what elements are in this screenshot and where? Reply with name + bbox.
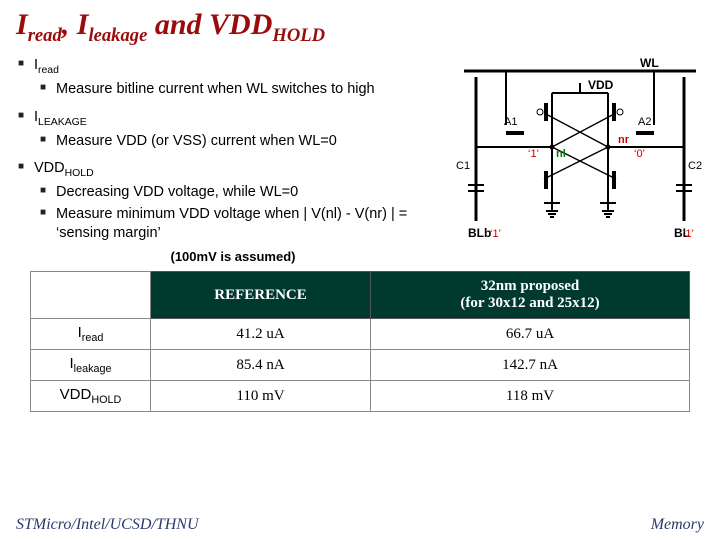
- lbl-wl: WL: [640, 56, 659, 70]
- lbl-bq1a: ‘1’: [490, 228, 501, 240]
- content-row: Iread Measure bitline current when WL sw…: [16, 53, 704, 265]
- sram-diagram: WL BLb BL VDD: [456, 53, 704, 265]
- results-table: REFERENCE 32nm proposed(for 30x12 and 25…: [30, 271, 690, 412]
- lbl-a1: A1: [504, 116, 517, 128]
- b2-sub: LEAKAGE: [38, 116, 87, 127]
- th-prop: 32nm proposed(for 30x12 and 25x12): [371, 272, 690, 319]
- bullet-ileak-1: Measure VDD (or VSS) current when WL=0: [56, 132, 450, 152]
- t-p4: and VDD: [147, 8, 272, 41]
- t-p2: , I: [62, 8, 89, 41]
- lbl-bq1b: ‘1’: [683, 228, 694, 240]
- bullet-vddhold: VDDHOLD: [34, 159, 450, 181]
- r0ns: read: [82, 332, 104, 344]
- t-p5: HOLD: [272, 25, 325, 46]
- bullet-vddhold-2: Measure minimum VDD voltage when | V(nl)…: [56, 205, 450, 244]
- lbl-q0: ‘0’: [634, 148, 645, 160]
- assumption-note: (100mV is assumed): [16, 248, 450, 266]
- t-p0: I: [16, 8, 28, 41]
- bullet-iread: Iread: [34, 56, 450, 78]
- table-row: Iread 41.2 uA 66.7 uA: [31, 319, 690, 350]
- bullet-iread-1: Measure bitline current when WL switches…: [56, 80, 450, 100]
- r1-prop: 142.7 nA: [371, 350, 690, 381]
- footer-right: Memory: [651, 516, 704, 534]
- r2-name: VDDHOLD: [31, 381, 151, 412]
- table-body: Iread 41.2 uA 66.7 uA Ileakage 85.4 nA 1…: [31, 319, 690, 412]
- lbl-nl: nl: [556, 148, 566, 160]
- bullet-vddhold-1: Decreasing VDD voltage, while WL=0: [56, 183, 450, 203]
- table-row: Ileakage 85.4 nA 142.7 nA: [31, 350, 690, 381]
- sram-svg: WL BLb BL VDD: [456, 53, 704, 243]
- r1-ref: 85.4 nA: [151, 350, 371, 381]
- bullet-ileak: ILEAKAGE: [34, 108, 450, 130]
- lbl-c2: C2: [688, 160, 702, 172]
- lbl-c1: C1: [456, 160, 470, 172]
- r2nm: VDD: [60, 386, 92, 403]
- slide-root: Iread, Ileakage and VDDHOLD Iread Measur…: [0, 0, 720, 540]
- slide-title: Iread, Ileakage and VDDHOLD: [16, 8, 704, 47]
- lbl-vdd: VDD: [588, 78, 614, 92]
- r2-prop: 118 mV: [371, 381, 690, 412]
- b3-sub: HOLD: [65, 168, 94, 179]
- r0-name: Iread: [31, 319, 151, 350]
- r0-ref: 41.2 uA: [151, 319, 371, 350]
- lbl-blb: BLb: [468, 226, 491, 240]
- t-p1: read: [28, 25, 62, 46]
- lbl-q1: ‘1’: [528, 148, 539, 160]
- footer-left: STMicro/Intel/UCSD/THNU: [16, 516, 199, 534]
- th-ref: REFERENCE: [151, 272, 371, 319]
- b1-sub: read: [38, 65, 59, 76]
- th-empty: [31, 272, 151, 319]
- bullet-list: Iread Measure bitline current when WL sw…: [16, 53, 450, 265]
- r1ns: leakage: [74, 363, 112, 375]
- t-p3: leakage: [88, 25, 147, 46]
- r1-name: Ileakage: [31, 350, 151, 381]
- r2-ref: 110 mV: [151, 381, 371, 412]
- b3-main: VDD: [34, 160, 65, 176]
- r2ns: HOLD: [91, 394, 121, 406]
- footer: STMicro/Intel/UCSD/THNU Memory: [16, 516, 704, 534]
- th-prop-l2: (for 30x12 and 25x12): [460, 295, 599, 311]
- r0-prop: 66.7 uA: [371, 319, 690, 350]
- th-prop-l1: 32nm proposed: [481, 278, 580, 294]
- lbl-a2: A2: [638, 116, 651, 128]
- lbl-nr: nr: [618, 134, 630, 146]
- table-row: VDDHOLD 110 mV 118 mV: [31, 381, 690, 412]
